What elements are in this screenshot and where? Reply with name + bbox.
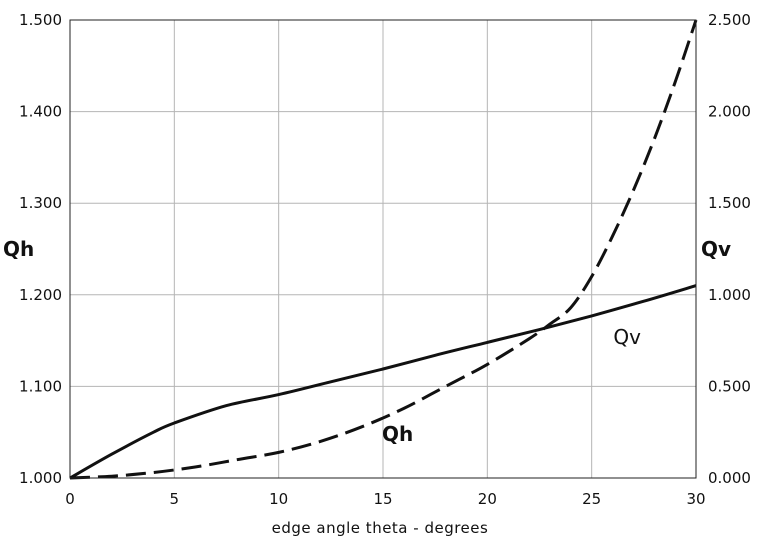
x-tick-label: 15: [373, 490, 392, 508]
series-layer: [69, 19, 698, 480]
y-axis-right-title: Qv: [701, 237, 731, 261]
series-line-qv: [69, 284, 697, 480]
x-axis-title: edge angle theta - degrees: [272, 519, 489, 537]
x-tick-label: 20: [478, 490, 497, 508]
y-right-tick-label: 0.500: [708, 377, 751, 395]
x-tick-label: 0: [65, 490, 75, 508]
x-tick-label: 25: [582, 490, 601, 508]
y-axis-left-title: Qh: [3, 237, 34, 261]
x-tick-label: 5: [170, 490, 180, 508]
y-left-tick-label: 1.100: [19, 377, 62, 395]
annotation-qv: Qv: [613, 325, 641, 349]
y-left-tick-label: 1.400: [19, 103, 62, 121]
y-left-tick-label: 1.200: [19, 286, 62, 304]
series-line-qh: [69, 19, 698, 480]
annotation-qh: Qh: [382, 422, 413, 446]
y-right-tick-label: 2.500: [708, 11, 751, 29]
y-right-tick-label: 1.000: [708, 286, 751, 304]
y-left-tick-label: 1.000: [19, 469, 62, 487]
annotations: Qh Qv: [382, 325, 641, 446]
y-left-tick-label: 1.500: [19, 11, 62, 29]
x-tick-label: 30: [686, 490, 705, 508]
grid: [70, 20, 696, 478]
y-right-tick-label: 2.000: [708, 103, 751, 121]
x-tick-label: 10: [269, 490, 288, 508]
tick-labels: 0 5 10 15 20 25 30 1.000 1.100 1.200 1.300 1.400 1.5…: [19, 11, 751, 508]
y-left-tick-label: 1.300: [19, 194, 62, 212]
y-right-tick-label: 1.500: [708, 194, 751, 212]
plot-frame: [69, 19, 697, 479]
y-right-tick-label: 0.000: [708, 469, 751, 487]
